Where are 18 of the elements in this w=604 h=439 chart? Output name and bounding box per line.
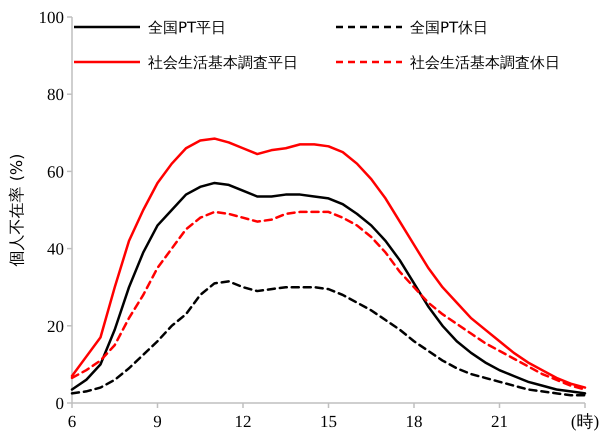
x-tick-label: 15: [320, 412, 337, 431]
x-tick-label: 9: [153, 412, 162, 431]
y-tick-label: 80: [47, 85, 64, 104]
y-tick-label: 60: [47, 162, 64, 182]
y-tick-label: 40: [47, 240, 64, 259]
y-tick-label: 20: [47, 316, 64, 336]
legend-label: 社会生活基本調査休日: [410, 53, 560, 72]
y-tick-label: 0: [56, 394, 64, 413]
x-tick-label: 18: [406, 412, 422, 431]
legend-label: 全国PT平日: [148, 18, 226, 36]
x-tick-label: 6: [68, 412, 76, 431]
x-tick-label: 12: [234, 412, 252, 431]
x-tick-label: 21: [491, 412, 508, 431]
x-tick-label: (時): [570, 412, 600, 431]
legend-label: 社会生活基本調査平日: [148, 53, 298, 72]
legend-label: 全国PT休日: [410, 18, 488, 36]
y-axis-title: 個人不在率 (%): [7, 154, 26, 266]
y-tick-label: 100: [38, 8, 64, 27]
